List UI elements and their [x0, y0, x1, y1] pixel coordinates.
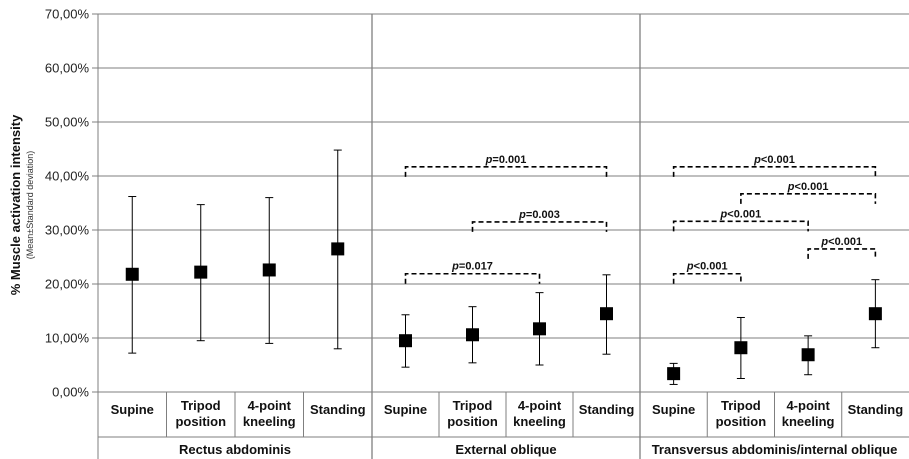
significance-label: p=0.003: [518, 209, 560, 221]
category-label: kneeling: [243, 414, 296, 429]
significance-bracket: [672, 220, 809, 232]
significance-label: p<0.001: [720, 208, 762, 220]
significance-bracket: [807, 248, 877, 259]
mean-marker: [734, 341, 748, 355]
mean-marker: [600, 307, 613, 321]
y-tick-label: 50,00%: [45, 115, 90, 130]
category-label: 4-point: [786, 398, 830, 413]
category-label: Standing: [579, 402, 635, 417]
y-tick-label: 40,00%: [45, 169, 90, 184]
category-label: kneeling: [782, 414, 835, 429]
significance-label: p<0.001: [686, 261, 728, 273]
category-label: position: [716, 414, 767, 429]
category-label: Tripod: [453, 398, 493, 413]
mean-marker: [667, 367, 681, 381]
y-tick-label: 70,00%: [45, 7, 90, 22]
significance-label: p=0.001: [485, 154, 527, 166]
significance-bracket: [672, 166, 877, 177]
category-label: Standing: [310, 402, 366, 417]
significance-bracket: [404, 272, 541, 284]
mean-marker: [868, 307, 882, 321]
category-label: 4-point: [248, 398, 292, 413]
mean-marker: [194, 265, 208, 279]
category-label: kneeling: [513, 414, 566, 429]
mean-marker: [466, 328, 479, 342]
category-label: Standing: [848, 402, 904, 417]
category-label: Supine: [652, 402, 695, 417]
category-label: 4-point: [518, 398, 562, 413]
significance-bracket: [740, 193, 877, 204]
y-tick-label: 20,00%: [45, 277, 90, 292]
category-label: Supine: [384, 402, 427, 417]
group-label: Rectus abdominis: [179, 442, 291, 457]
category-label: Tripod: [721, 398, 761, 413]
significance-label: p<0.001: [787, 181, 829, 193]
mean-marker: [399, 334, 412, 348]
y-tick-label: 30,00%: [45, 223, 90, 238]
category-label: position: [447, 414, 498, 429]
category-label: Supine: [111, 402, 154, 417]
significance-label: p=0.017: [451, 261, 493, 273]
y-tick-label: 0,00%: [52, 385, 89, 400]
category-label: position: [175, 414, 226, 429]
mean-marker: [331, 242, 345, 256]
significance-label: p<0.001: [820, 236, 862, 248]
y-axis-title: % Muscle activation intensity: [8, 114, 23, 295]
y-tick-label: 60,00%: [45, 61, 90, 76]
significance-bracket: [404, 166, 608, 177]
group-label: External oblique: [455, 442, 556, 457]
significance-bracket: [672, 272, 742, 284]
significance-label: p<0.001: [753, 154, 795, 166]
y-tick-label: 10,00%: [45, 331, 90, 346]
group-label: Transversus abdominis/internal oblique: [652, 442, 898, 457]
y-axis-subtitle: (Mean±Standard deviation): [25, 151, 35, 260]
mean-marker: [801, 348, 815, 362]
mean-marker: [125, 267, 139, 281]
mean-marker: [533, 322, 546, 336]
significance-bracket: [471, 221, 608, 232]
category-label: Tripod: [181, 398, 221, 413]
mean-marker: [262, 263, 276, 277]
